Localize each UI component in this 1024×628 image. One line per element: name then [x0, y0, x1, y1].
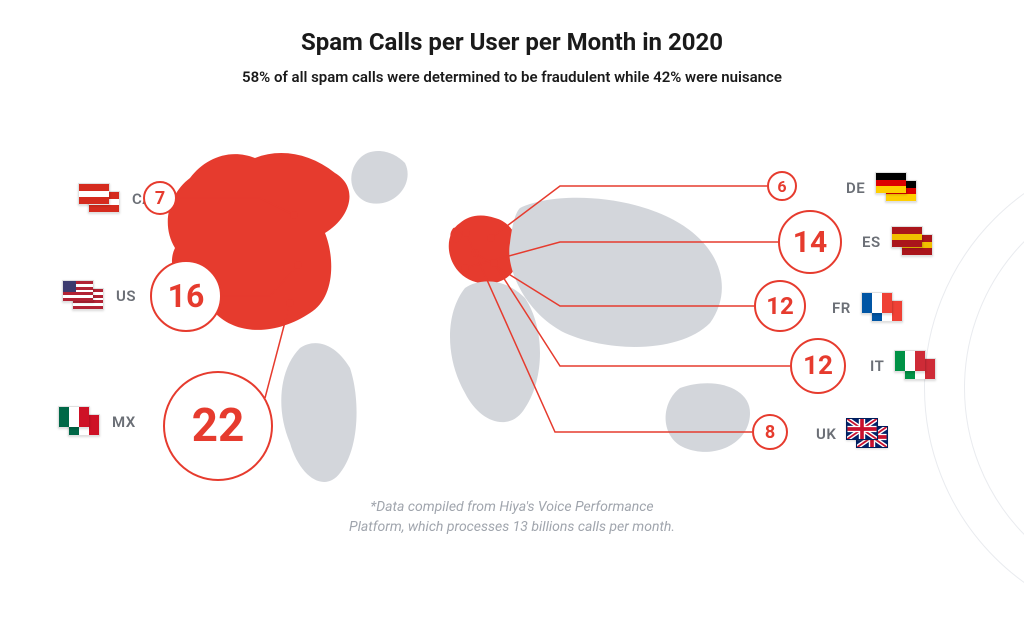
value-circle: 6 [767, 171, 797, 201]
value-circle: 12 [754, 280, 806, 332]
datapoint-uk: UK [816, 418, 890, 450]
flag-de-icon [875, 172, 919, 204]
flag-us-icon [62, 280, 106, 312]
datapoint-ca: CA [78, 183, 153, 215]
value-number: 14 [793, 225, 827, 260]
footnote: *Data compiled from Hiya's Voice Perform… [0, 498, 1024, 537]
country-code: IT [870, 357, 884, 375]
value-number: 12 [766, 292, 794, 320]
value-number: 7 [155, 188, 165, 209]
value-circle: 14 [778, 210, 842, 274]
chart-subtitle: 58% of all spam calls were determined to… [0, 68, 1024, 86]
country-code: US [116, 287, 136, 305]
flag-es-icon [891, 226, 935, 258]
value-circle: 7 [143, 181, 177, 215]
datapoint-us: US [62, 280, 136, 312]
flag-uk-icon [846, 418, 890, 450]
value-number: 8 [765, 422, 775, 443]
footnote-line1: *Data compiled from Hiya's Voice Perform… [370, 499, 653, 515]
value-number: 12 [803, 351, 833, 381]
value-circle: 16 [150, 260, 222, 332]
value-circle: 8 [752, 414, 788, 450]
flag-mx-icon [58, 406, 102, 438]
value-number: 22 [192, 399, 245, 453]
country-code: FR [832, 299, 851, 317]
value-circle: 22 [163, 371, 273, 481]
value-number: 6 [777, 177, 786, 196]
datapoint-it: IT [870, 350, 938, 382]
footnote-line2: Platform, which processes 13 billions ca… [349, 519, 675, 535]
datapoint-fr: FR [832, 292, 905, 324]
country-code: UK [816, 425, 836, 443]
datapoint-es: ES [862, 226, 935, 258]
datapoint-mx: MX [58, 406, 136, 438]
country-code: ES [862, 233, 881, 251]
value-number: 16 [168, 277, 205, 315]
flag-ca-icon [78, 183, 122, 215]
country-code: DE [846, 179, 865, 197]
country-code: MX [112, 413, 136, 431]
chart-title: Spam Calls per User per Month in 2020 [0, 28, 1024, 56]
datapoint-de: DE [846, 172, 919, 204]
value-circle: 12 [790, 338, 846, 394]
flag-fr-icon [861, 292, 905, 324]
flag-it-icon [894, 350, 938, 382]
